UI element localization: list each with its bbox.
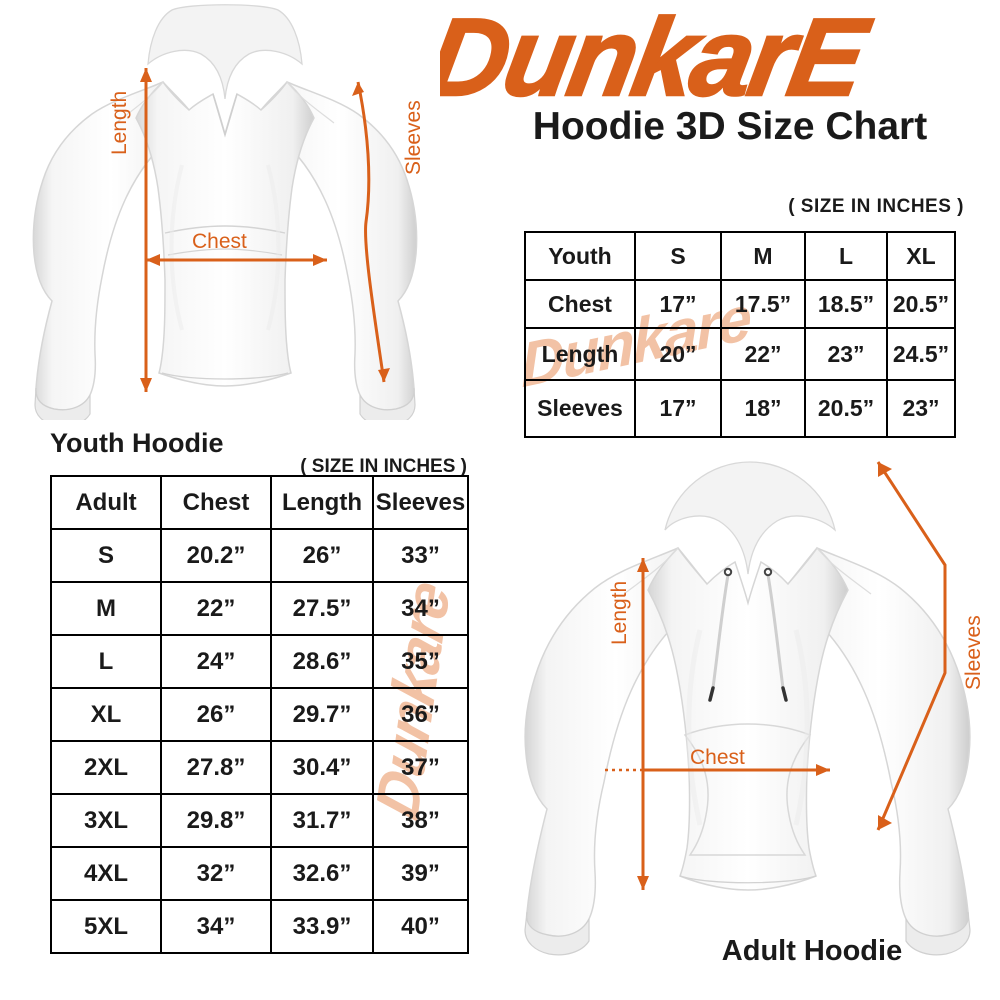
- svg-text:DunkarE: DunkarE: [440, 0, 878, 119]
